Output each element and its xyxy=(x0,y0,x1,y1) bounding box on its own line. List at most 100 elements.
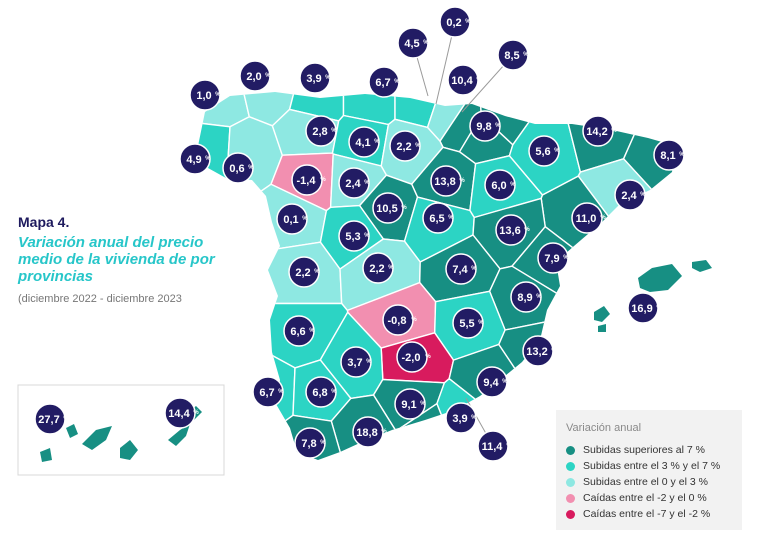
value-label: 8,9 xyxy=(517,292,532,304)
bubble-circle xyxy=(445,253,477,285)
unit-label: % xyxy=(510,182,516,188)
unit-label: % xyxy=(471,415,477,421)
title-block: Mapa 4. Variación anual del precio medio… xyxy=(18,214,248,305)
bubble-circle xyxy=(382,304,414,336)
unit-label: % xyxy=(394,79,400,85)
province-region xyxy=(622,92,676,267)
value-bubble: 9,4% xyxy=(476,366,508,398)
unit-label: % xyxy=(401,205,407,211)
unit-label: % xyxy=(506,443,512,449)
value-bubble: 3,9% xyxy=(299,62,331,94)
unit-label: % xyxy=(374,139,380,145)
bubble-circle xyxy=(653,139,685,171)
bubble-circle xyxy=(348,126,380,158)
unit-label: % xyxy=(325,75,331,81)
unit-label: % xyxy=(600,215,606,221)
value-label: 6,8 xyxy=(312,387,327,399)
value-label: 0,2 xyxy=(446,17,461,29)
value-bubble: 16,9% xyxy=(627,292,662,324)
value-label: 6,5 xyxy=(429,213,444,225)
value-label: 9,8 xyxy=(476,121,491,133)
value-bubble: 10,4% xyxy=(447,64,482,96)
value-bubble: 18,8% xyxy=(352,416,387,448)
value-bubble: 2,4% xyxy=(338,167,370,199)
bubble-circle xyxy=(422,202,454,234)
value-bubble: -0,8% xyxy=(382,304,417,336)
unit-label: % xyxy=(415,143,421,149)
value-label: -1,4 xyxy=(297,175,317,187)
unit-label: % xyxy=(331,389,337,395)
el-hierro-island xyxy=(40,448,52,462)
bubble-circle xyxy=(179,143,211,175)
unit-label: % xyxy=(388,265,394,271)
legend-title: Variación anual xyxy=(566,422,642,434)
unit-label: % xyxy=(471,266,477,272)
value-bubble: 2,4% xyxy=(614,179,646,211)
bubble-circle xyxy=(239,60,271,92)
value-label: 7,9 xyxy=(544,253,559,265)
bubble-circle xyxy=(447,64,479,96)
bubble-circle xyxy=(288,256,320,288)
value-label: 6,7 xyxy=(375,77,390,89)
bubble-circle xyxy=(305,376,337,408)
unit-label: % xyxy=(423,40,429,46)
value-label: 0,6 xyxy=(229,163,244,175)
value-bubble: 4,5% xyxy=(397,27,429,59)
value-bubble: 2,0% xyxy=(239,60,271,92)
bubble-circle xyxy=(497,39,529,71)
map-subtitle: (diciembre 2022 - diciembre 2023 xyxy=(18,293,182,305)
unit-label: % xyxy=(551,348,557,354)
value-bubble: 13,8% xyxy=(430,165,465,197)
legend-item: Subidas entre el 3 % y el 7 % xyxy=(566,458,742,474)
value-label: 4,5 xyxy=(404,38,419,50)
legend-swatch xyxy=(566,509,575,519)
value-bubble: 4,9% xyxy=(179,143,211,175)
value-bubble: -1,4% xyxy=(291,164,326,196)
unit-label: % xyxy=(364,180,370,186)
bubble-circle xyxy=(352,416,384,448)
unit-label: % xyxy=(302,216,308,222)
value-label: 14,4 xyxy=(168,408,190,420)
value-label: 0,1 xyxy=(283,214,298,226)
value-bubble: 7,4% xyxy=(445,253,477,285)
value-bubble: 1,0% xyxy=(189,79,221,111)
unit-label: % xyxy=(215,92,221,98)
value-label: 3,7 xyxy=(347,357,362,369)
value-bubble: 10,5% xyxy=(372,192,407,224)
value-label: 6,7 xyxy=(259,387,274,399)
province-region xyxy=(342,92,396,126)
unit-label: % xyxy=(364,233,370,239)
value-label: 3,9 xyxy=(306,73,321,85)
value-label: 14,2 xyxy=(586,126,607,138)
bubble-circle xyxy=(34,403,66,435)
value-label: 18,8 xyxy=(356,427,377,439)
value-label: 4,1 xyxy=(355,137,370,149)
legend-item: Subidas entre el 0 y el 3 % xyxy=(566,474,742,490)
value-label: 8,1 xyxy=(660,150,675,162)
value-label: 8,5 xyxy=(504,50,519,62)
bubble-circle xyxy=(340,346,372,378)
legend-swatch xyxy=(566,445,575,455)
value-bubble: 5,6% xyxy=(528,135,560,167)
bubble-circle xyxy=(164,397,196,429)
value-label: 7,4 xyxy=(452,264,468,276)
value-bubble: 6,5% xyxy=(422,202,454,234)
value-bubble: 3,9% xyxy=(445,402,477,434)
value-bubble: 5,3% xyxy=(338,220,370,252)
unit-label: % xyxy=(193,410,199,416)
value-label: 6,6 xyxy=(290,326,305,338)
bubble-circle xyxy=(338,167,370,199)
value-bubble: 13,2% xyxy=(522,335,557,367)
unit-label: % xyxy=(476,77,482,83)
bubble-circle xyxy=(495,214,527,246)
unit-label: % xyxy=(381,429,387,435)
bubble-circle xyxy=(396,341,428,373)
bubble-circle xyxy=(510,281,542,313)
unit-label: % xyxy=(656,305,662,311)
unit-label: % xyxy=(478,320,484,326)
value-label: 5,5 xyxy=(459,318,474,330)
value-bubble: 5,5% xyxy=(452,307,484,339)
value-label: 2,0 xyxy=(246,71,261,83)
mallorca-island xyxy=(638,264,682,292)
menorca-island xyxy=(692,260,712,272)
